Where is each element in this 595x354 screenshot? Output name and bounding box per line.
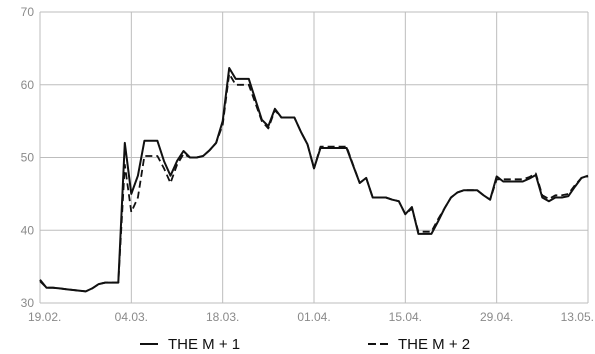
y-axis-ticks: 30 40 50 60 70 bbox=[21, 5, 35, 310]
legend-item-series-1: THE M + 1 bbox=[140, 336, 240, 353]
legend-label-series-2: THE M + 2 bbox=[398, 336, 470, 353]
y-tick-label-30: 30 bbox=[21, 296, 35, 310]
y-tick-label-50: 50 bbox=[21, 151, 35, 165]
legend-label-series-1: THE M + 1 bbox=[168, 336, 240, 353]
x-tick-label-4: 15.04. bbox=[389, 310, 422, 324]
legend: THE M + 1 THE M + 2 bbox=[140, 336, 470, 353]
x-tick-label-5: 29.04. bbox=[480, 310, 513, 324]
series-line-1 bbox=[39, 67, 589, 293]
x-tick-label-3: 01.04. bbox=[297, 310, 330, 324]
grid bbox=[39, 11, 589, 304]
x-tick-label-1: 04.03. bbox=[115, 310, 148, 324]
y-tick-label-70: 70 bbox=[21, 5, 35, 19]
x-axis-ticks: 19.02. 04.03. 18.03. 01.04. 15.04. 29.04. 13.0… bbox=[28, 310, 594, 324]
legend-item-series-2: THE M + 2 bbox=[368, 336, 470, 353]
y-tick-label-40: 40 bbox=[21, 223, 35, 237]
series-lines bbox=[39, 67, 589, 293]
y-tick-label-60: 60 bbox=[21, 78, 35, 92]
x-tick-label-6: 13.05. bbox=[561, 310, 594, 324]
x-tick-label-2: 18.03. bbox=[206, 310, 239, 324]
x-tick-label-0: 19.02. bbox=[28, 310, 61, 324]
